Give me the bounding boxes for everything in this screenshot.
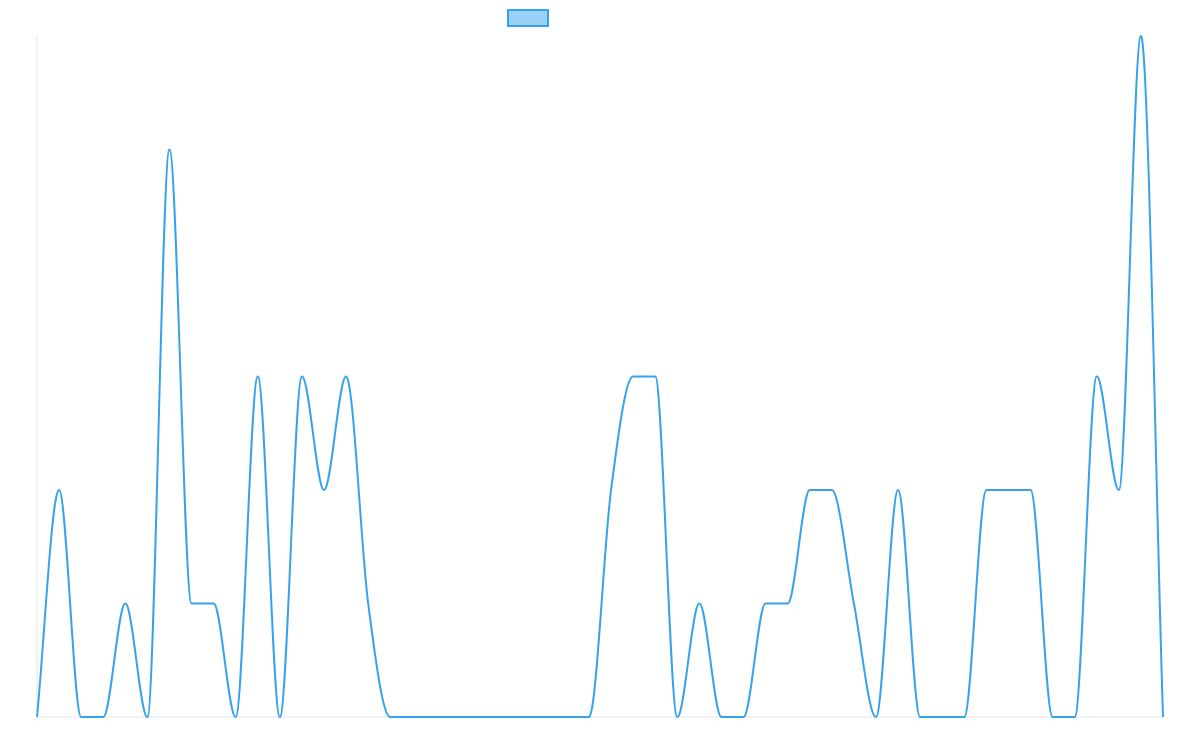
data-point[interactable]: [34, 714, 40, 720]
data-point[interactable]: [409, 714, 415, 720]
data-point[interactable]: [718, 714, 724, 720]
data-point[interactable]: [365, 601, 371, 607]
data-point[interactable]: [431, 714, 437, 720]
data-point[interactable]: [1028, 487, 1034, 493]
data-point[interactable]: [763, 601, 769, 607]
data-point[interactable]: [78, 714, 84, 720]
data-point[interactable]: [56, 487, 62, 493]
data-point[interactable]: [564, 714, 570, 720]
data-point[interactable]: [520, 714, 526, 720]
data-point[interactable]: [829, 487, 835, 493]
data-point[interactable]: [983, 487, 989, 493]
data-point[interactable]: [100, 714, 106, 720]
data-point[interactable]: [741, 714, 747, 720]
data-point[interactable]: [873, 714, 879, 720]
data-point[interactable]: [1116, 487, 1122, 493]
data-point[interactable]: [696, 601, 702, 607]
data-point[interactable]: [498, 714, 504, 720]
data-point[interactable]: [1160, 714, 1166, 720]
data-point[interactable]: [299, 374, 305, 380]
data-point[interactable]: [1094, 374, 1100, 380]
data-point[interactable]: [608, 487, 614, 493]
legend-swatch[interactable]: [507, 9, 549, 27]
data-point[interactable]: [166, 147, 172, 153]
series-group: [34, 33, 1166, 720]
data-point[interactable]: [387, 714, 393, 720]
data-point[interactable]: [1072, 714, 1078, 720]
data-point[interactable]: [476, 714, 482, 720]
data-point[interactable]: [851, 601, 857, 607]
data-point[interactable]: [144, 714, 150, 720]
data-point[interactable]: [542, 714, 548, 720]
data-point[interactable]: [895, 487, 901, 493]
data-point[interactable]: [233, 714, 239, 720]
data-point[interactable]: [277, 714, 283, 720]
data-point[interactable]: [1050, 714, 1056, 720]
series-line-0: [36, 34, 1164, 719]
data-point[interactable]: [586, 714, 592, 720]
data-point[interactable]: [674, 714, 680, 720]
data-point[interactable]: [939, 714, 945, 720]
data-point[interactable]: [785, 601, 791, 607]
data-point[interactable]: [343, 374, 349, 380]
data-point[interactable]: [917, 714, 923, 720]
data-point[interactable]: [122, 601, 128, 607]
data-point[interactable]: [211, 601, 217, 607]
data-point[interactable]: [652, 374, 658, 380]
data-point[interactable]: [255, 374, 261, 380]
data-point[interactable]: [321, 487, 327, 493]
data-point[interactable]: [1005, 487, 1011, 493]
data-point[interactable]: [961, 714, 967, 720]
data-point[interactable]: [189, 601, 195, 607]
data-point[interactable]: [807, 487, 813, 493]
data-point[interactable]: [630, 374, 636, 380]
data-point[interactable]: [1138, 33, 1144, 39]
data-point[interactable]: [453, 714, 459, 720]
